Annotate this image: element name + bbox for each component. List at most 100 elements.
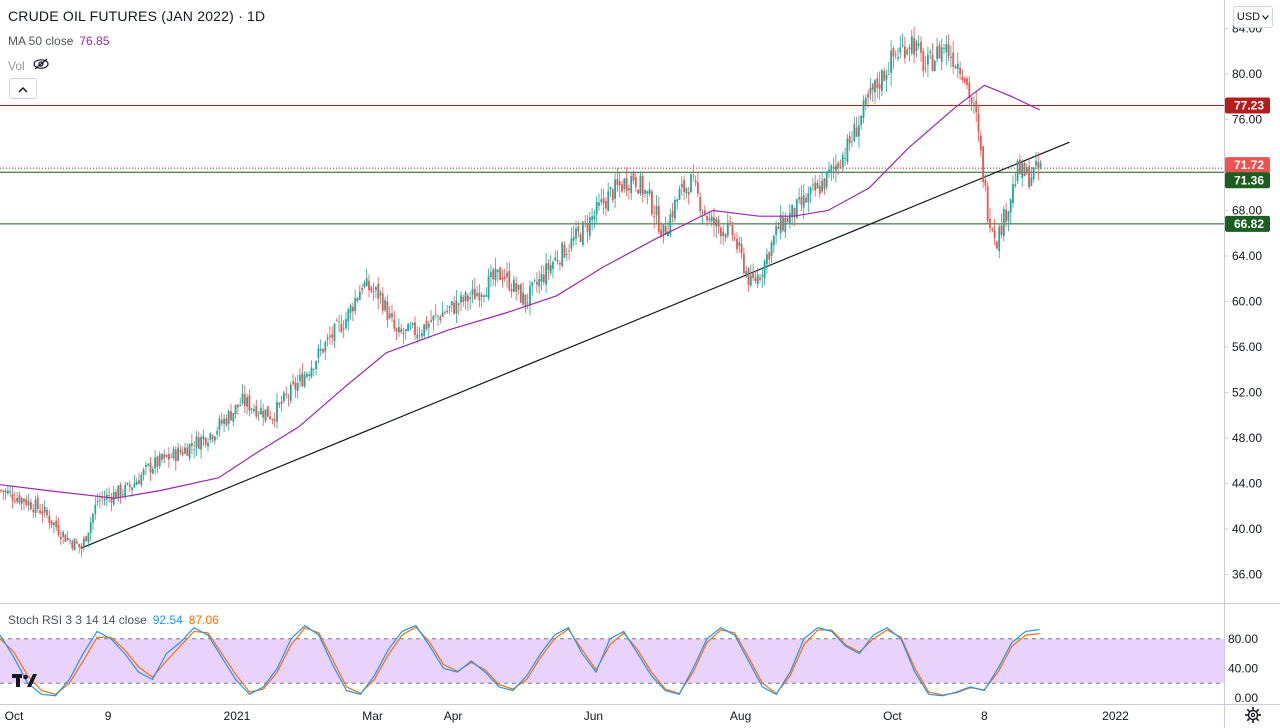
stoch-rsi-k-line — [0, 624, 1040, 697]
ma-legend[interactable]: MA 50 close 76.85 — [8, 34, 109, 48]
candle-body — [588, 217, 591, 236]
candle-body — [184, 447, 186, 454]
candle-body — [706, 216, 708, 221]
candle-body — [931, 54, 934, 71]
candle-body — [851, 140, 853, 142]
candle-body — [630, 176, 633, 194]
candle-body — [736, 238, 738, 250]
candle-body — [402, 332, 405, 335]
candle-body — [515, 283, 518, 292]
candle-body — [352, 306, 354, 312]
candle-body — [899, 47, 902, 53]
trendline[interactable] — [80, 141, 1070, 549]
candle-body — [708, 218, 711, 221]
candle-body — [283, 392, 285, 402]
candle-body — [936, 46, 938, 60]
candle-body — [356, 298, 359, 301]
candle-body — [271, 419, 274, 420]
stoch-rsi-band — [0, 638, 1224, 684]
candles[interactable] — [0, 27, 1042, 557]
candle-body — [71, 541, 74, 549]
candle-body — [561, 242, 564, 267]
candle-body — [552, 262, 554, 269]
candle-body — [809, 187, 812, 195]
candle-body — [48, 515, 51, 524]
candle-body — [101, 496, 104, 499]
candle-body — [901, 44, 904, 47]
stoch-rsi-d-line — [0, 626, 1040, 696]
volume-legend[interactable]: Vol — [8, 58, 49, 73]
candle-body — [876, 78, 879, 88]
price-label-text: 66.82 — [1234, 217, 1264, 231]
stoch-rsi-legend[interactable]: Stoch RSI 3 3 14 14 close 92.54 87.06 — [8, 613, 219, 627]
candle-body — [80, 545, 83, 550]
candle-body — [262, 410, 265, 418]
candle-body — [970, 97, 973, 103]
candle-body — [338, 321, 340, 323]
candle-body — [1037, 161, 1040, 170]
candle-body — [506, 272, 508, 278]
candle-body — [1005, 209, 1007, 223]
candle-body — [168, 454, 170, 460]
candle-body — [950, 56, 952, 58]
candle-body — [386, 301, 389, 320]
candle-body — [986, 185, 989, 221]
candle-body — [181, 452, 184, 455]
candle-body — [115, 491, 117, 499]
candle-body — [966, 78, 968, 86]
gear-icon[interactable] — [1244, 706, 1262, 724]
candle-body — [1025, 166, 1028, 174]
candle-body — [733, 237, 736, 239]
candle-body — [1030, 177, 1033, 186]
candle-body — [694, 180, 697, 183]
candle-body — [335, 320, 338, 322]
price-label-red — [1225, 97, 1270, 114]
candle-body — [662, 223, 665, 234]
candle-body — [216, 430, 219, 435]
tradingview-logo[interactable] — [10, 668, 40, 692]
candle-body — [1007, 211, 1010, 221]
candle-body — [933, 61, 936, 72]
price-label-text: 71.36 — [1234, 173, 1264, 187]
candle-body — [607, 191, 610, 212]
candle-body — [743, 253, 745, 273]
candle-body — [110, 496, 113, 503]
candle-body — [846, 138, 849, 162]
candle-body — [46, 509, 48, 516]
candle-body — [763, 260, 766, 279]
candle-body — [227, 410, 230, 424]
candle-body — [710, 216, 713, 222]
candle-body — [82, 538, 85, 549]
candle-body — [508, 270, 511, 290]
collapse-legend-button[interactable] — [9, 78, 37, 99]
candle-body — [225, 418, 228, 425]
candle-body — [904, 46, 906, 59]
candle-body — [908, 47, 911, 50]
candle-body — [565, 253, 568, 255]
candle-body — [36, 497, 39, 509]
candle-body — [791, 204, 794, 217]
currency-selector[interactable]: USD — [1233, 6, 1273, 28]
candle-body — [830, 165, 833, 172]
candle-body — [370, 287, 373, 292]
candle-body — [832, 166, 835, 168]
candle-body — [752, 273, 754, 278]
candle-body — [862, 100, 865, 118]
price-tick-label: 60.00 — [1232, 295, 1262, 309]
candle-body — [756, 274, 759, 285]
candle-body — [149, 462, 152, 473]
candle-body — [556, 259, 559, 262]
eye-crossed-icon[interactable] — [33, 58, 49, 73]
candle-body — [559, 262, 561, 265]
candle-body — [483, 295, 485, 298]
candle-body — [910, 36, 913, 54]
candle-body — [996, 241, 998, 249]
candle-body — [407, 323, 409, 332]
time-tick-label: Jun — [584, 709, 603, 723]
candle-body — [883, 70, 886, 81]
candle-body — [646, 191, 649, 194]
candle-body — [170, 457, 173, 458]
candle-body — [30, 502, 32, 510]
